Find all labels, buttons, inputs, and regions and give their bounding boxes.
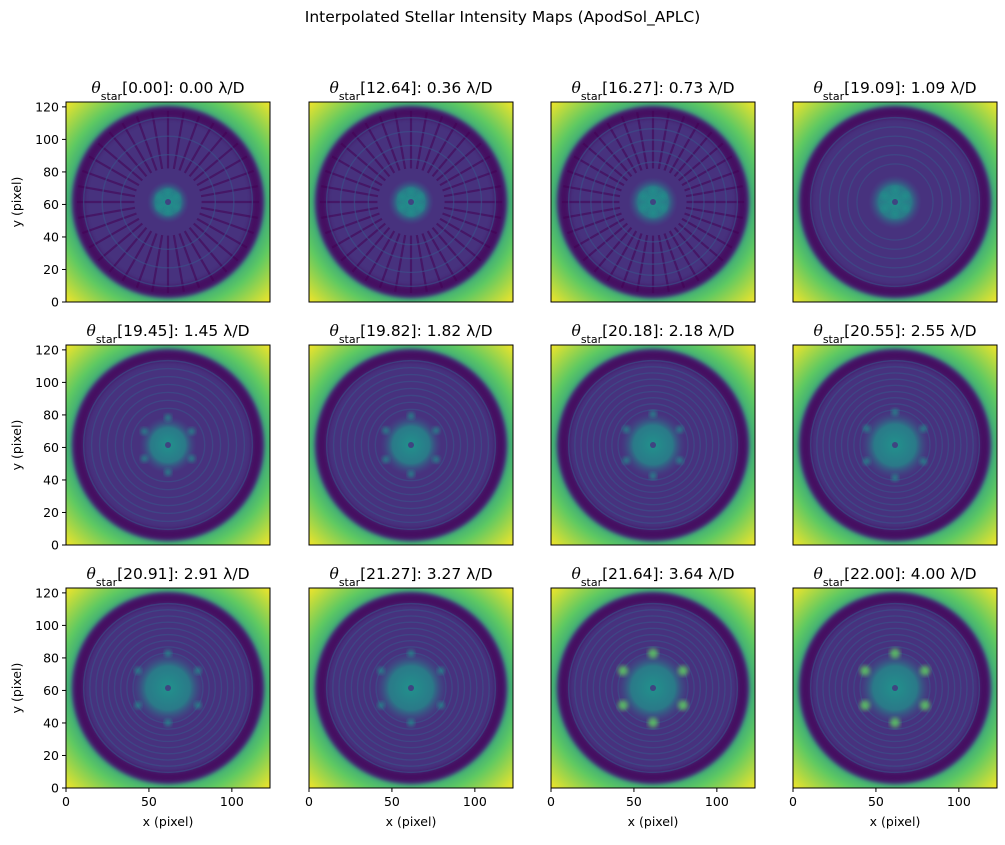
intensity-image bbox=[309, 345, 513, 545]
heatmap-panel-4: θstar[19.09]: 1.09 λ/D bbox=[792, 79, 998, 303]
y-tick-label: 120 bbox=[35, 342, 59, 357]
axes-frame bbox=[792, 101, 998, 303]
y-tick-label: 20 bbox=[43, 262, 59, 277]
y-tick-label: 120 bbox=[35, 99, 59, 114]
y-tick-label: 20 bbox=[43, 505, 59, 520]
intensity-image bbox=[66, 345, 270, 545]
x-tick-label: 0 bbox=[62, 794, 70, 809]
x-axis-label: x (pixel) bbox=[143, 814, 194, 829]
intensity-image bbox=[793, 345, 997, 545]
axes-frame bbox=[550, 101, 756, 303]
x-tick-label: 50 bbox=[868, 794, 884, 809]
heatmap-panel-1: θstar[0.00]: 0.00 λ/D 0 20 40 60 80 100 120 y (p… bbox=[9, 79, 271, 310]
panel-title: θstar[22.00]: 4.00 λ/D bbox=[813, 565, 976, 589]
axes-frame bbox=[65, 344, 271, 546]
panel-title: θstar[20.91]: 2.91 λ/D bbox=[86, 565, 249, 589]
y-tick-label: 60 bbox=[43, 197, 59, 212]
y-tick-label: 40 bbox=[43, 715, 59, 730]
y-tick-label: 60 bbox=[43, 440, 59, 455]
axes-frame bbox=[65, 587, 271, 789]
x-axis-label: x (pixel) bbox=[870, 814, 921, 829]
x-tick-label: 50 bbox=[384, 794, 400, 809]
x-tick-label: 0 bbox=[789, 794, 797, 809]
intensity-image bbox=[551, 102, 755, 302]
y-tick-label: 0 bbox=[51, 295, 59, 310]
x-axis-label: x (pixel) bbox=[386, 814, 437, 829]
x-tick-label: 50 bbox=[626, 794, 642, 809]
figure-title: Interpolated Stellar Intensity Maps (Apo… bbox=[304, 8, 701, 26]
panel-title: θstar[21.64]: 3.64 λ/D bbox=[571, 565, 734, 589]
axes-frame bbox=[308, 101, 514, 303]
intensity-image bbox=[793, 588, 997, 788]
panel-title: θstar[0.00]: 0.00 λ/D bbox=[91, 79, 244, 103]
y-tick-label: 0 bbox=[51, 538, 59, 553]
intensity-image bbox=[66, 102, 270, 302]
y-tick-label: 60 bbox=[43, 683, 59, 698]
panel-title: θstar[19.45]: 1.45 λ/D bbox=[86, 322, 249, 346]
panel-title: θstar[21.27]: 3.27 λ/D bbox=[329, 565, 492, 589]
x-tick-label: 100 bbox=[947, 794, 971, 809]
heatmap-panel-2: θstar[12.64]: 0.36 λ/D bbox=[308, 79, 514, 303]
x-tick-label: 0 bbox=[547, 794, 555, 809]
y-tick-label: 40 bbox=[43, 472, 59, 487]
axes-frame bbox=[550, 344, 756, 546]
y-tick-label: 80 bbox=[43, 407, 59, 422]
y-tick-label: 100 bbox=[35, 132, 59, 147]
y-tick-label: 80 bbox=[43, 650, 59, 665]
heatmap-panel-3: θstar[16.27]: 0.73 λ/D bbox=[550, 79, 756, 303]
heatmap-panel-12: θstar[22.00]: 4.00 λ/D 0 50 100 x (pixel) bbox=[789, 565, 998, 829]
heatmap-panel-9: θstar[20.91]: 2.91 λ/D 0 20 40 60 80 100 120 y (… bbox=[9, 565, 271, 829]
y-axis-label: y (pixel) bbox=[9, 663, 24, 714]
x-tick-label: 0 bbox=[305, 794, 313, 809]
y-tick-label: 100 bbox=[35, 618, 59, 633]
axes-frame bbox=[308, 344, 514, 546]
axes-frame bbox=[792, 344, 998, 546]
axes-frame bbox=[65, 101, 271, 303]
panel-title: θstar[16.27]: 0.73 λ/D bbox=[571, 79, 734, 103]
heatmap-panel-10: θstar[21.27]: 3.27 λ/D 0 50 100 x (pixel) bbox=[305, 565, 514, 829]
heatmap-panel-11: θstar[21.64]: 3.64 λ/D 0 50 100 x (pixel) bbox=[547, 565, 756, 829]
y-tick-label: 0 bbox=[51, 781, 59, 796]
intensity-image bbox=[309, 588, 513, 788]
y-tick-label: 20 bbox=[43, 748, 59, 763]
axes-frame bbox=[550, 587, 756, 789]
axes-frame bbox=[308, 587, 514, 789]
heatmap-panel-5: θstar[19.45]: 1.45 λ/D 0 20 40 60 80 100 120 y (… bbox=[9, 322, 271, 553]
axes-frame bbox=[792, 587, 998, 789]
panel-title: θstar[12.64]: 0.36 λ/D bbox=[329, 79, 492, 103]
x-tick-label: 50 bbox=[141, 794, 157, 809]
y-axis-label: y (pixel) bbox=[9, 420, 24, 471]
y-tick-label: 120 bbox=[35, 585, 59, 600]
intensity-image bbox=[551, 588, 755, 788]
y-tick-label: 100 bbox=[35, 375, 59, 390]
y-tick-label: 40 bbox=[43, 229, 59, 244]
panel-title: θstar[19.09]: 1.09 λ/D bbox=[813, 79, 976, 103]
intensity-image bbox=[551, 345, 755, 545]
heatmap-panel-7: θstar[20.18]: 2.18 λ/D bbox=[550, 322, 756, 546]
intensity-image bbox=[309, 102, 513, 302]
y-axis-label: y (pixel) bbox=[9, 177, 24, 228]
panel-title: θstar[19.82]: 1.82 λ/D bbox=[329, 322, 492, 346]
intensity-image bbox=[66, 588, 270, 788]
x-axis-label: x (pixel) bbox=[628, 814, 679, 829]
y-tick-label: 80 bbox=[43, 164, 59, 179]
heatmap-panel-6: θstar[19.82]: 1.82 λ/D bbox=[308, 322, 514, 546]
x-tick-label: 100 bbox=[463, 794, 487, 809]
x-tick-label: 100 bbox=[220, 794, 244, 809]
heatmap-panel-8: θstar[20.55]: 2.55 λ/D bbox=[792, 322, 998, 546]
x-tick-label: 100 bbox=[705, 794, 729, 809]
panel-title: θstar[20.18]: 2.18 λ/D bbox=[571, 322, 734, 346]
panel-title: θstar[20.55]: 2.55 λ/D bbox=[813, 322, 976, 346]
intensity-image bbox=[793, 102, 997, 302]
